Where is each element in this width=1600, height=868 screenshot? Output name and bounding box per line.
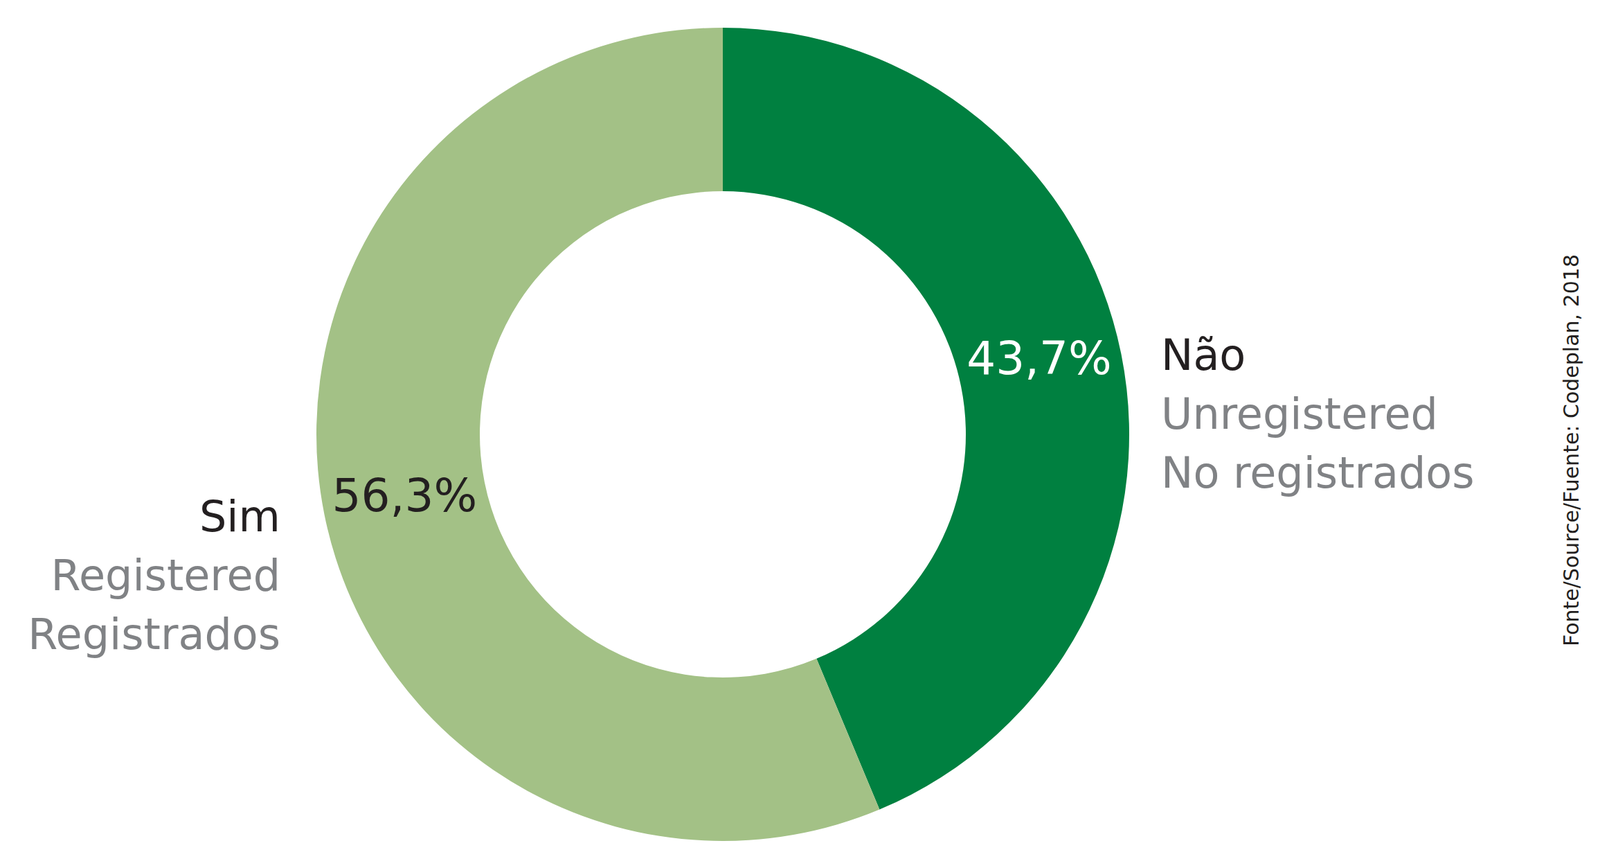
- category-subtitle: Unregistered: [1161, 388, 1438, 439]
- data-label: 56,3%: [331, 468, 478, 523]
- chart: 43,7% 56,3% Não Unregistered No registrados S…: [0, 0, 1600, 868]
- category-subtitle: Registered: [51, 549, 281, 601]
- source: Fonte/Source/Fuente: Codeplan, 2018: [1559, 254, 1584, 646]
- category-label: Sim: [199, 490, 281, 542]
- category-label-group: Não Unregistered No registrados: [1161, 329, 1475, 498]
- category-subtitle: No registrados: [1161, 447, 1475, 498]
- category-label-group: Sim Registered Registrados: [27, 490, 281, 660]
- donut: 43,7% 56,3%: [316, 27, 1130, 841]
- slice: [316, 27, 880, 841]
- data-label: 43,7%: [966, 331, 1112, 385]
- category-subtitle: Registrados: [27, 608, 281, 660]
- category-label: Não: [1161, 329, 1246, 381]
